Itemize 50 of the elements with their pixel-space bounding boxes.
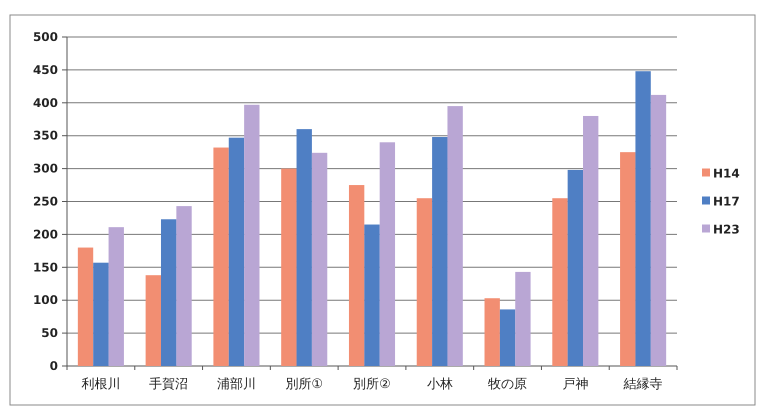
bar [78,248,94,366]
bar [635,71,651,366]
x-tick-label: 牧の原 [488,377,528,392]
bar [650,94,666,366]
bar [281,168,297,366]
bar [176,206,192,366]
bar [380,142,396,366]
x-tick-label: 浦部川 [216,377,256,392]
x-tick-label: 別所② [353,377,391,392]
y-tick-label: 200 [32,227,58,242]
y-tick-label: 50 [41,326,58,340]
bar [515,272,531,366]
bar [312,152,328,366]
y-tick-label: 350 [32,128,58,143]
x-tick-label: 小林 [426,377,453,392]
bar [93,262,109,366]
y-tick-label: 0 [50,359,58,373]
bar [432,137,448,366]
bar [416,198,432,366]
bar [228,138,244,366]
bar [484,298,500,366]
bar [244,104,260,366]
y-tick-label: 500 [32,30,58,44]
x-tick-label: 利根川 [81,377,120,392]
bar [568,170,584,366]
bar [620,152,636,366]
bar [296,129,312,366]
x-tick-label: 戸神 [562,377,588,392]
bar [583,116,598,366]
bar [364,224,380,366]
x-tick-label: 別所① [285,377,324,392]
bar [447,106,463,366]
bar [500,309,516,366]
legend-label: H17 [713,194,740,208]
legend-label: H14 [713,166,740,180]
x-tick-label: 手賀沼 [149,377,188,392]
y-tick-label: 300 [32,162,58,176]
bar [552,198,568,366]
y-tick-label: 100 [32,293,58,308]
legend-label: H23 [713,222,740,236]
y-tick-label: 450 [32,62,58,77]
x-tick-label: 結縁寺 [622,377,663,392]
y-tick-label: 150 [32,260,58,274]
bar [160,219,176,366]
bar [146,275,161,366]
y-tick-label: 400 [32,96,58,110]
bar [213,148,229,366]
bar [348,185,364,366]
y-tick-label: 250 [32,194,58,208]
bar [108,227,124,366]
